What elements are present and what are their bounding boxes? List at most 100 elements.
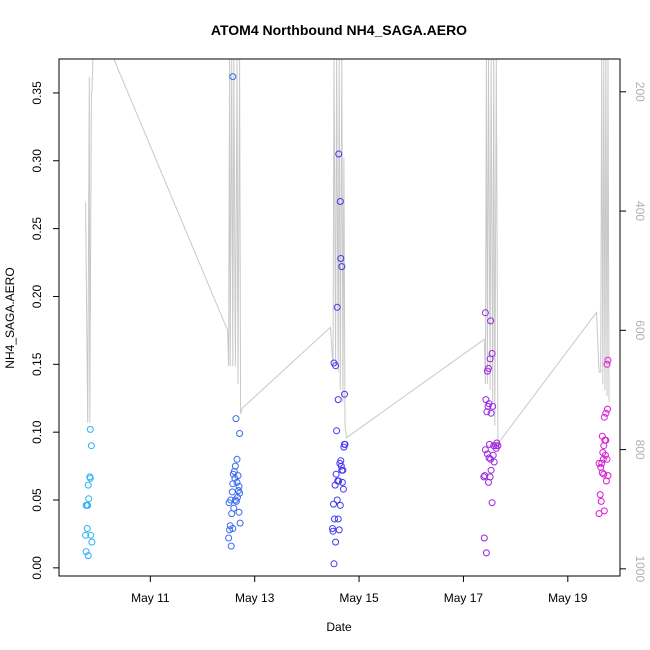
data-point xyxy=(86,425,94,433)
data-point xyxy=(236,519,244,527)
data-point xyxy=(229,73,237,81)
y-tick-label: 0.30 xyxy=(30,149,44,173)
data-point xyxy=(337,255,345,262)
data-point xyxy=(599,449,607,456)
data-point xyxy=(234,493,241,501)
y-tick-label: 0.35 xyxy=(30,81,44,105)
x-tick-label: May 15 xyxy=(339,591,379,605)
data-point xyxy=(485,364,492,372)
data-point xyxy=(334,515,342,523)
data-point xyxy=(596,491,604,499)
data-point xyxy=(332,538,340,546)
data-point xyxy=(83,501,91,509)
x-axis-label: Date xyxy=(326,620,352,634)
data-point xyxy=(481,446,489,454)
altitude-trace-line xyxy=(85,59,610,446)
data-point xyxy=(600,413,608,421)
y2-tick-label: 800 xyxy=(633,440,647,460)
y-tick-label: 0.00 xyxy=(30,556,44,580)
data-point xyxy=(338,478,346,486)
data-point xyxy=(487,409,495,417)
data-point xyxy=(335,477,343,485)
data-point xyxy=(227,496,235,504)
y-tick-label: 0.15 xyxy=(30,352,44,376)
data-point xyxy=(230,504,238,512)
data-point xyxy=(333,303,341,311)
data-point xyxy=(341,390,348,398)
data-point xyxy=(229,525,237,532)
data-point xyxy=(84,552,92,560)
data-point xyxy=(226,526,234,534)
data-point xyxy=(86,474,94,482)
data-point xyxy=(600,507,608,515)
y-tick-label: 0.10 xyxy=(30,420,44,444)
data-point xyxy=(486,473,494,481)
data-point xyxy=(333,496,341,504)
data-point xyxy=(332,362,340,370)
x-tick-label: May 11 xyxy=(131,591,170,605)
data-point xyxy=(489,402,497,410)
data-point xyxy=(228,488,236,496)
data-point xyxy=(482,396,490,404)
data-point xyxy=(602,436,610,444)
data-points-layer xyxy=(82,73,612,568)
data-point xyxy=(600,470,608,478)
y-axis-label: NH4_SAGA.AERO xyxy=(3,267,17,368)
data-point xyxy=(487,317,495,325)
data-point xyxy=(236,430,244,437)
data-point xyxy=(87,442,95,450)
data-point xyxy=(235,508,243,516)
data-point xyxy=(339,485,347,493)
data-point xyxy=(336,501,344,509)
y2-tick-label: 400 xyxy=(633,201,647,221)
y-tick-label: 0.20 xyxy=(30,284,44,308)
y2-tick-label: 1000 xyxy=(633,555,647,582)
data-point xyxy=(233,478,241,486)
data-point xyxy=(330,560,338,568)
data-point xyxy=(225,534,233,542)
x-axis: May 11 May 13 May 15 May 17 May 19 xyxy=(131,576,588,605)
data-point xyxy=(329,525,336,532)
data-point xyxy=(85,495,93,503)
data-point xyxy=(598,432,606,440)
data-point xyxy=(480,534,488,542)
y-tick-label: 0.25 xyxy=(30,217,44,241)
data-point xyxy=(603,455,611,463)
plot-frame xyxy=(58,58,621,577)
data-point xyxy=(486,440,493,448)
data-point xyxy=(235,482,243,490)
data-point xyxy=(597,497,605,505)
data-point xyxy=(482,549,490,557)
data-point xyxy=(489,451,497,459)
data-point xyxy=(88,538,96,546)
data-point xyxy=(84,481,92,489)
data-point xyxy=(487,466,495,474)
data-point xyxy=(339,466,347,474)
data-point xyxy=(82,548,90,556)
y2-tick-label: 600 xyxy=(633,320,647,340)
data-point xyxy=(490,442,498,450)
data-point xyxy=(604,356,612,364)
data-point xyxy=(82,531,90,539)
data-point xyxy=(603,360,611,368)
data-point xyxy=(338,263,346,271)
data-point xyxy=(332,470,340,478)
chart-title: ATOM4 Northbound NH4_SAGA.AERO xyxy=(211,22,467,38)
data-point xyxy=(481,309,489,317)
data-point xyxy=(604,405,611,413)
data-point xyxy=(333,427,341,435)
data-point xyxy=(236,489,244,497)
x-tick-label: May 13 xyxy=(235,591,275,605)
data-point xyxy=(227,542,235,550)
secondary-y-axis: 200 400 600 800 1000 xyxy=(620,82,647,582)
data-point xyxy=(334,396,342,404)
data-point xyxy=(337,457,345,465)
data-point xyxy=(330,500,337,508)
data-point xyxy=(336,198,344,205)
data-point xyxy=(602,409,610,417)
y2-tick-label: 200 xyxy=(633,82,647,102)
data-point xyxy=(488,499,496,507)
data-point xyxy=(83,525,91,532)
data-point xyxy=(490,458,498,466)
x-tick-label: May 17 xyxy=(444,591,484,605)
